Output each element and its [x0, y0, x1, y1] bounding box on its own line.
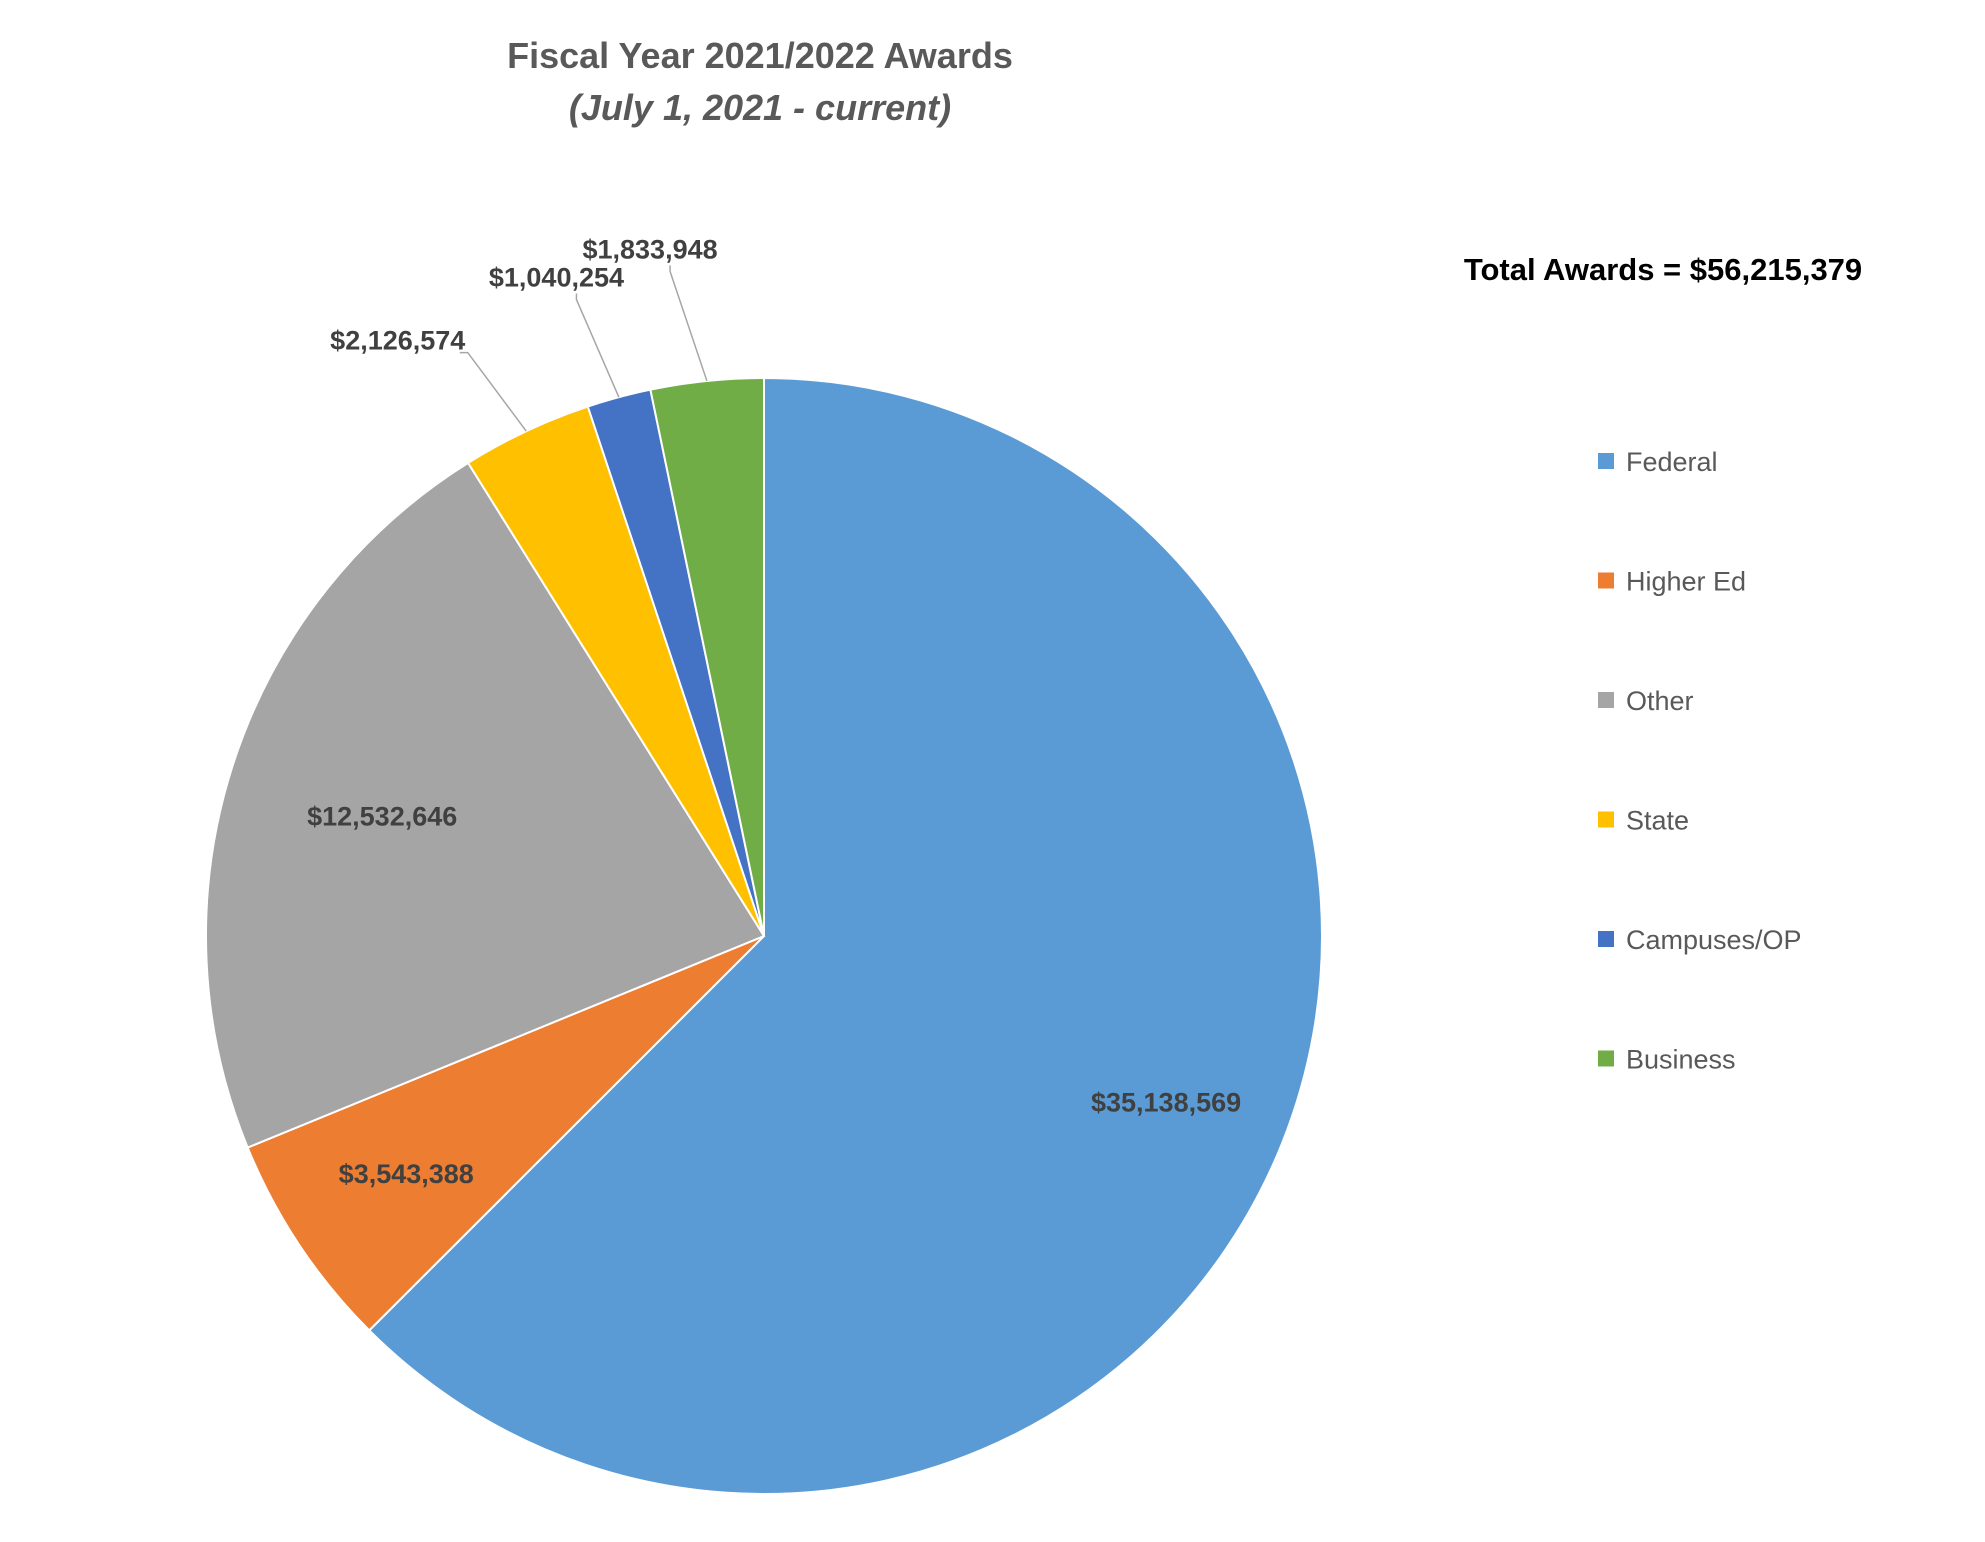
legend-label-state: State — [1626, 806, 1689, 836]
legend-swatch-campuses-op — [1598, 931, 1614, 947]
legend-label-business: Business — [1626, 1045, 1736, 1075]
legend-swatch-other — [1598, 692, 1614, 708]
data-label-state: $2,126,574 — [330, 326, 465, 356]
leader-lines — [459, 265, 708, 432]
chart-subtitle: (July 1, 2021 - current) — [569, 87, 951, 128]
pie-slice-higher-ed — [246, 935, 765, 1332]
data-label-other: $12,532,646 — [307, 801, 457, 831]
legend-swatch-federal — [1598, 453, 1614, 469]
data-label-federal: $35,138,569 — [1091, 1088, 1241, 1118]
total-awards-annotation: Total Awards = $56,215,379 — [1464, 252, 1862, 287]
pie-slices — [205, 376, 1323, 1495]
chart-title: Fiscal Year 2021/2022 Awards — [507, 35, 1013, 76]
legend-label-federal: Federal — [1626, 447, 1718, 477]
data-label-business: $1,833,948 — [582, 234, 717, 264]
pie-slice-other — [205, 461, 766, 1149]
legend-swatch-business — [1598, 1050, 1614, 1067]
data-labels: $35,138,569 $3,543,388 $12,532,646 $2,126,5… — [307, 234, 1241, 1189]
data-label-higher-ed: $3,543,388 — [339, 1159, 474, 1189]
data-label-campuses-op: $1,040,254 — [489, 263, 624, 293]
legend-label-higher-ed: Higher Ed — [1626, 567, 1746, 597]
pie-slice-federal — [367, 376, 1323, 1495]
legend: Federal Higher Ed Other State Campuses/OP Bus… — [1598, 447, 1802, 1075]
leader-line-business — [669, 265, 708, 382]
legend-label-other: Other — [1626, 686, 1694, 716]
leader-line-campuses-op — [575, 293, 620, 398]
pie-slice-business — [649, 376, 765, 937]
legend-swatch-state — [1598, 811, 1614, 828]
leader-line-state — [459, 351, 527, 432]
legend-label-campuses-op: Campuses/OP — [1626, 925, 1802, 955]
legend-swatch-higher-ed — [1598, 572, 1614, 589]
